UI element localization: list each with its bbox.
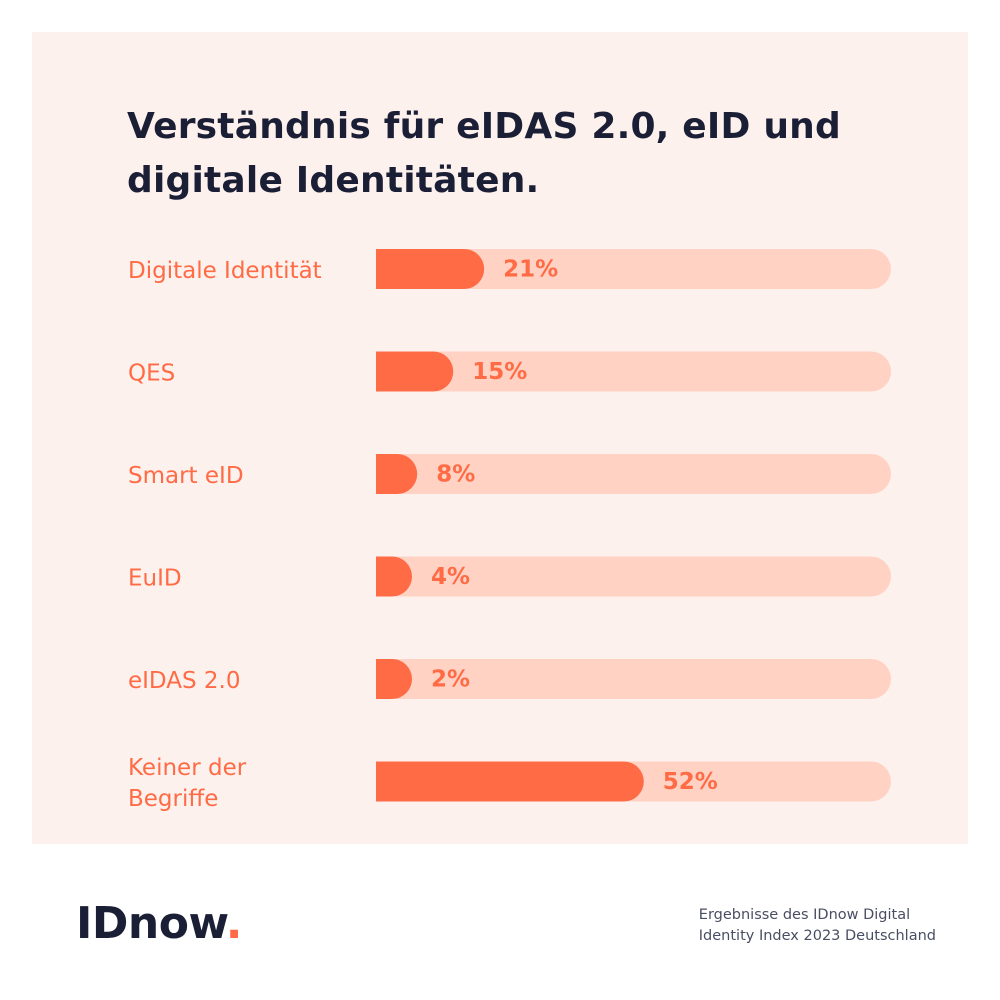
bar-value-label: 4% [431,564,470,590]
category-label: EuID [128,566,182,592]
bar-value-label: 2% [431,667,470,693]
bar-track [376,556,891,597]
chart-panel [32,32,968,844]
bar [376,454,418,494]
source-note: Ergebnisse des IDnow Digital Identity In… [699,905,936,947]
bar-value-label: 15% [472,359,527,385]
idnow-logo: IDnow. [76,898,243,949]
chart-title: Verständnis für eIDAS 2.0, eID und digit… [127,100,887,208]
source-note-line-1: Ergebnisse des IDnow Digital [698,907,911,923]
bar [376,556,412,597]
logo-text: IDnow [76,898,226,949]
category-label: QES [128,361,175,387]
bar-track [376,351,891,392]
source-note-line-2: Identity Index 2023 Deutschland [698,928,936,944]
bar-value-label: 8% [436,462,475,488]
category-label: Keiner der Begriffe [128,755,247,812]
bar-track [376,454,891,494]
bar-track [376,249,891,289]
bar [376,351,454,392]
category-label: eIDAS 2.0 [128,668,240,694]
bar [376,761,644,802]
bar-value-label: 52% [663,769,718,795]
chart-title-line-1: Verständnis für eIDAS 2.0, eID und [127,106,841,147]
chart-title-line-2: digitale Identitäten. [127,160,540,201]
bar [376,659,412,699]
category-label: Smart eID [128,463,244,489]
logo-dot: . [225,898,243,949]
bar [376,249,485,289]
bar-track [376,659,891,699]
category-label: Digitale Identität [128,258,322,284]
bar-value-label: 21% [503,257,558,283]
